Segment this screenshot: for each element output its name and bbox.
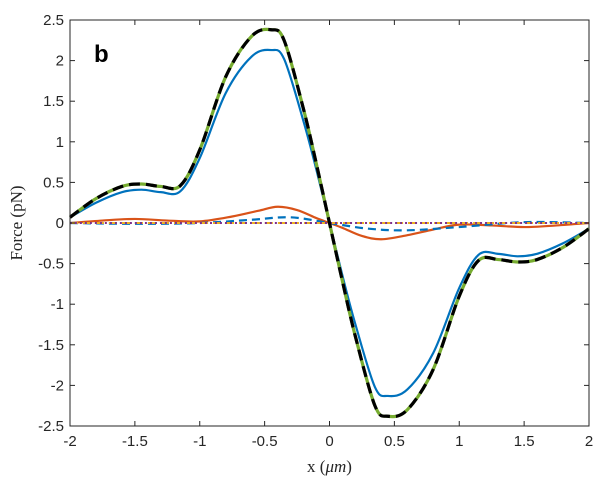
y-tick-label: -2.5 [38, 418, 64, 435]
panel-label: b [94, 41, 109, 68]
y-tick-label: -0.5 [38, 256, 64, 273]
tick-layer: -2 -1.5 -1 -0.5 0 0.5 1 1.5 2-2.5-2-1.5-1-0.500.… [38, 12, 593, 450]
y-tick-label: 1 [56, 134, 64, 151]
x-tick-label: 0 [325, 433, 333, 450]
x-tick-label: 0.5 [384, 433, 405, 450]
x-tick-label: -1.5 [122, 433, 148, 450]
x-axis-label-unit: μm [324, 457, 346, 476]
y-tick-label: 0 [56, 215, 64, 232]
x-tick-label: 1.5 [514, 433, 535, 450]
x-tick-label: 1 [455, 433, 463, 450]
x-axis-label-text: x ( [307, 457, 326, 476]
x-axis-label: x (μm) [307, 457, 352, 476]
x-tick-label: 2 [585, 433, 593, 450]
x-axis-label-close: ) [346, 457, 352, 476]
x-tick-label: -1 [193, 433, 206, 450]
y-tick-label: -1 [51, 296, 64, 313]
y-tick-label: 2.5 [43, 12, 64, 29]
y-tick-label: -2 [51, 377, 64, 394]
x-tick-label: -2 [63, 433, 76, 450]
series-layer [69, 27, 590, 419]
series-line-2 [69, 27, 590, 419]
y-tick-label: 0.5 [43, 174, 64, 191]
y-tick-label: -1.5 [38, 337, 64, 354]
x-tick-label: -0.5 [252, 433, 278, 450]
y-tick-label: 2 [56, 53, 64, 70]
y-axis-label: Force (pN) [7, 185, 26, 260]
y-tick-label: 1.5 [43, 93, 64, 110]
